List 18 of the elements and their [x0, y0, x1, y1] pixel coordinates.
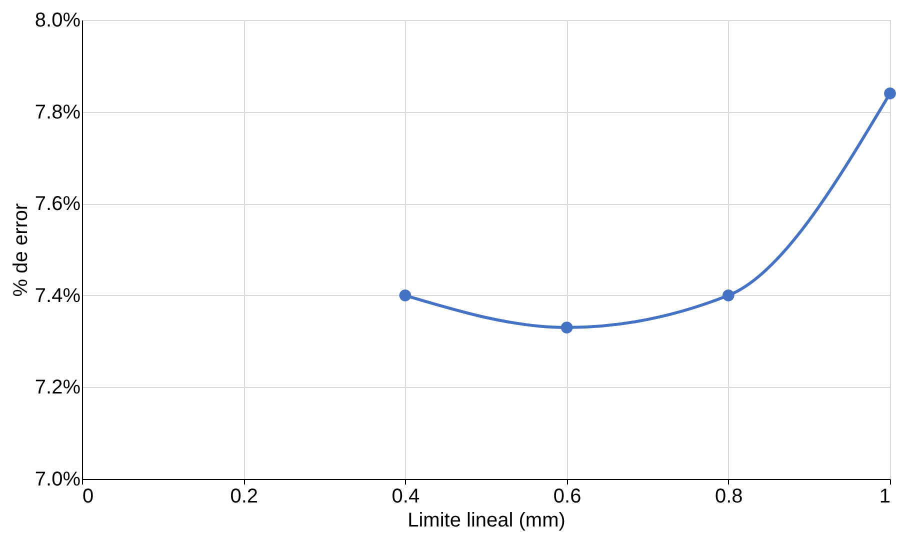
y-tick-label: 8.0% [34, 10, 81, 32]
x-tick-label: 1 [879, 486, 890, 508]
x-tick-label: 0.2 [230, 486, 258, 508]
y-tick-label: 7.0% [34, 468, 81, 490]
x-tick-label: 0.8 [714, 486, 743, 508]
point [399, 289, 412, 302]
y-tick-label: 7.8% [34, 101, 81, 124]
x-axis-title: Limite lineal (mm) [408, 510, 566, 532]
y-tick-label: 7.4% [34, 284, 81, 307]
x-tick-label: 0.4 [392, 486, 420, 508]
x-tick-label: 0.6 [553, 486, 582, 508]
point [560, 322, 573, 334]
point [722, 289, 734, 302]
y-tick-label: 7.2% [34, 376, 81, 399]
y-tick-label: 7.6% [34, 193, 81, 216]
x-tick-label: 0 [82, 486, 94, 508]
point [884, 88, 896, 100]
y-axis-title: % de error [10, 202, 32, 297]
